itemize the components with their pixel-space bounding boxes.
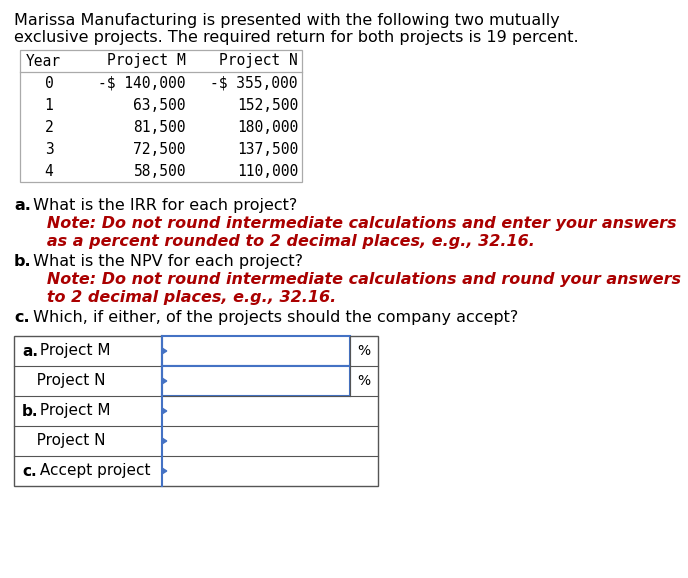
Text: 3: 3: [45, 142, 54, 157]
Text: Project N: Project N: [219, 54, 298, 69]
Text: b.: b.: [14, 254, 32, 269]
Polygon shape: [162, 408, 166, 414]
Text: Project M: Project M: [35, 343, 111, 358]
Text: 63,500: 63,500: [133, 98, 186, 113]
Text: Project M: Project M: [35, 403, 111, 418]
Text: Project M: Project M: [107, 54, 186, 69]
Text: 2: 2: [45, 120, 54, 135]
Text: a.: a.: [14, 198, 31, 213]
Bar: [20, 50, 302, 182]
Text: Project N: Project N: [22, 373, 105, 388]
Text: 152,500: 152,500: [237, 98, 298, 113]
Text: 72,500: 72,500: [133, 142, 186, 157]
Text: 137,500: 137,500: [237, 142, 298, 157]
Text: Accept project: Accept project: [35, 464, 151, 479]
Text: 58,500: 58,500: [133, 164, 186, 179]
Text: Marissa Manufacturing is presented with the following two mutually: Marissa Manufacturing is presented with …: [14, 13, 560, 28]
Text: 4: 4: [45, 164, 54, 179]
Text: c.: c.: [22, 464, 36, 479]
Text: Project N: Project N: [22, 434, 105, 449]
Bar: [162, 366, 350, 396]
Text: -$ 355,000: -$ 355,000: [211, 76, 298, 91]
Polygon shape: [162, 378, 166, 384]
Polygon shape: [162, 438, 166, 444]
Polygon shape: [162, 348, 166, 354]
Text: %: %: [358, 374, 371, 388]
Text: What is the NPV for each project?: What is the NPV for each project?: [28, 254, 303, 269]
Text: c.: c.: [14, 310, 30, 325]
Text: 1: 1: [45, 98, 54, 113]
Polygon shape: [162, 468, 166, 474]
Text: 81,500: 81,500: [133, 120, 186, 135]
Text: 0: 0: [45, 76, 54, 91]
Text: -$ 140,000: -$ 140,000: [98, 76, 186, 91]
Text: 110,000: 110,000: [237, 164, 298, 179]
Text: a.: a.: [22, 343, 38, 358]
Text: Year: Year: [26, 54, 61, 69]
Bar: [14, 336, 378, 486]
Text: b.: b.: [22, 403, 39, 418]
Bar: [162, 336, 350, 366]
Text: Note: Do not round intermediate calculations and enter your answers: Note: Do not round intermediate calculat…: [30, 216, 676, 231]
Text: as a percent rounded to 2 decimal places, e.g., 32.16.: as a percent rounded to 2 decimal places…: [30, 234, 535, 249]
Text: Note: Do not round intermediate calculations and round your answers: Note: Do not round intermediate calculat…: [30, 272, 681, 287]
Text: Which, if either, of the projects should the company accept?: Which, if either, of the projects should…: [28, 310, 518, 325]
Text: exclusive projects. The required return for both projects is 19 percent.: exclusive projects. The required return …: [14, 30, 579, 45]
Text: to 2 decimal places, e.g., 32.16.: to 2 decimal places, e.g., 32.16.: [30, 290, 336, 305]
Text: What is the IRR for each project?: What is the IRR for each project?: [28, 198, 297, 213]
Text: %: %: [358, 344, 371, 358]
Text: 180,000: 180,000: [237, 120, 298, 135]
